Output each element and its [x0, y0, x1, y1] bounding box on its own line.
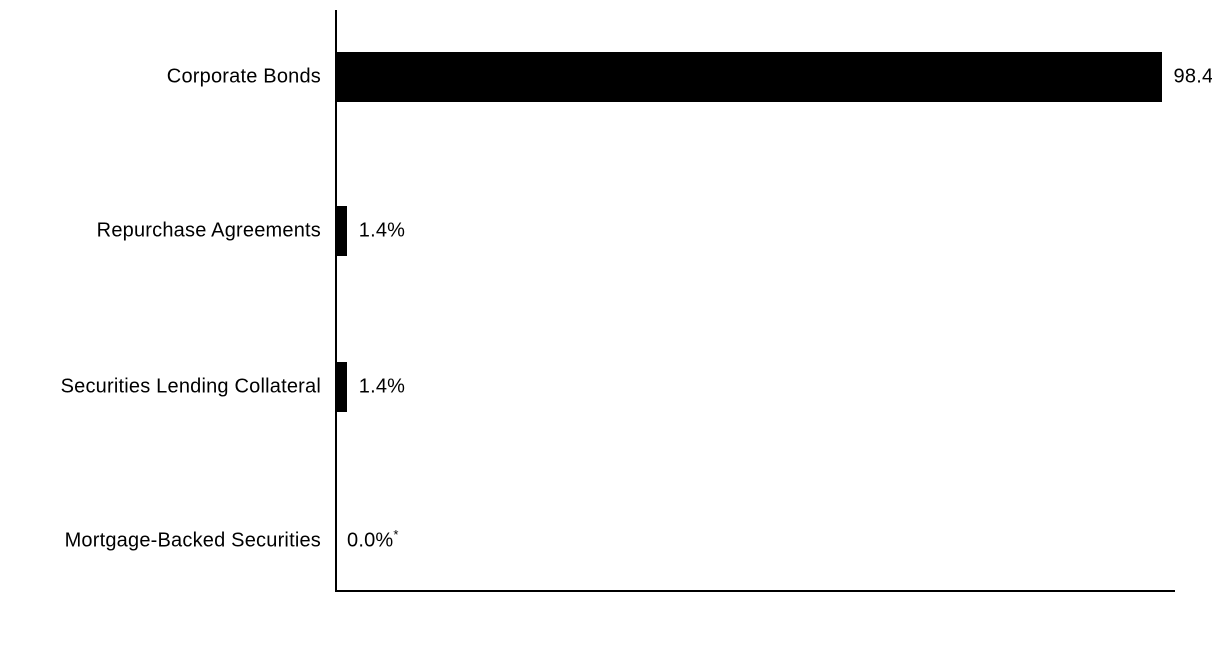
plot-area: Corporate Bonds98.4%Repurchase Agreement… [335, 10, 1175, 592]
value-label: 98.4% [1162, 65, 1212, 88]
footnote-asterisk: * [393, 527, 398, 542]
category-label: Mortgage-Backed Securities [65, 530, 335, 553]
value-label: 1.4% [347, 220, 405, 243]
x-axis-line [335, 590, 1175, 592]
value-label: 1.4% [347, 375, 405, 398]
value-label: 0.0%* [335, 530, 399, 553]
bar [335, 362, 347, 412]
bar [335, 206, 347, 256]
category-label: Corporate Bonds [167, 65, 335, 88]
bar [335, 52, 1162, 102]
category-label: Repurchase Agreements [97, 220, 335, 243]
allocation-bar-chart: Corporate Bonds 98.4% Repurchase Agreement… [0, 0, 1212, 660]
category-label: Securities Lending Collateral [61, 375, 335, 398]
